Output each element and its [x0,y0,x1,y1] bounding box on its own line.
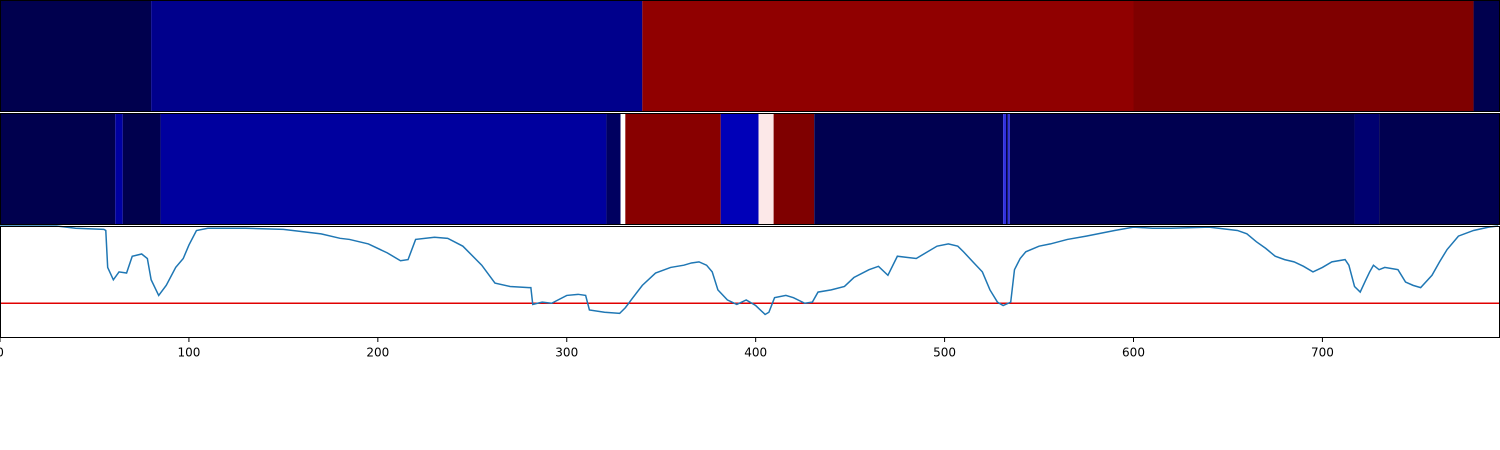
strip-segment [1133,0,1474,112]
strip-segment [773,113,815,225]
strip-segment [1354,113,1380,225]
strip-segment [0,113,116,225]
strip-segment [0,0,152,112]
strip-segment [1473,0,1500,112]
panel-frame [0,226,1500,338]
strip-segment [606,113,621,225]
strip-segment [1005,113,1008,225]
strip-segment [151,0,643,112]
strip-segment [1379,113,1500,225]
x-tick-label: 500 [933,346,956,360]
x-tick-label: 200 [366,346,389,360]
strip-segment [642,0,1134,112]
x-tick-label: 700 [1311,346,1334,360]
strip-segment [758,113,774,225]
x-tick-label: 600 [1122,346,1145,360]
strip-segment [620,113,626,225]
strip-segment [1007,113,1010,225]
x-tick-label: 300 [555,346,578,360]
strip-segment [1009,113,1355,225]
strip-segment [160,113,607,225]
strip-segment [720,113,759,225]
data-line [0,225,1499,316]
x-tick-label: 100 [177,346,200,360]
x-tick-label: 400 [744,346,767,360]
strip-segment [625,113,721,225]
strip-segment [814,113,1004,225]
x-tick-label: 0 [0,346,4,360]
strip-segment [115,113,123,225]
strip-segment [122,113,161,225]
strip-segment [1003,113,1006,225]
